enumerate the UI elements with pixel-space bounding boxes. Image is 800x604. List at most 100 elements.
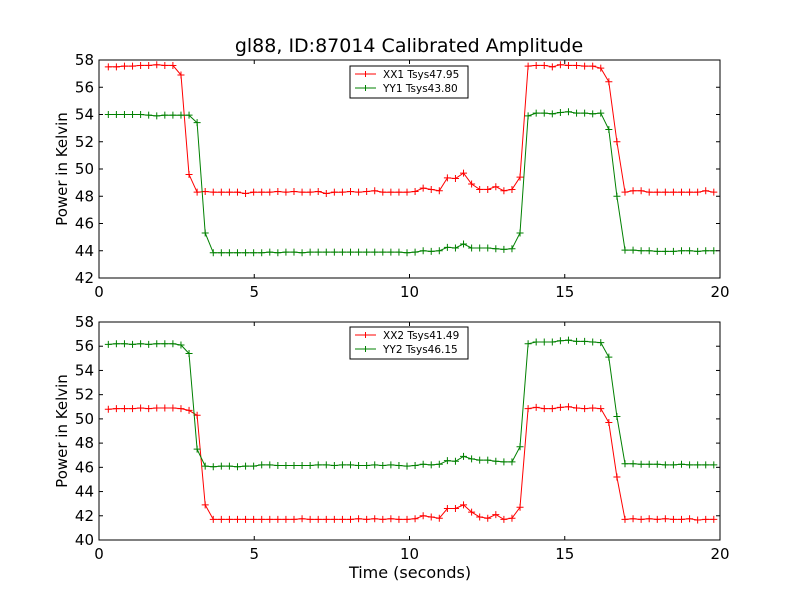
data-point [564, 336, 572, 344]
y-axis-label: Power in Kelvin [53, 374, 71, 488]
data-point [266, 248, 274, 256]
data-point [484, 244, 492, 252]
data-point [629, 246, 637, 254]
data-point [621, 515, 629, 523]
data-point [524, 340, 532, 348]
data-point [629, 187, 637, 195]
data-point [548, 338, 556, 346]
data-point [209, 463, 217, 471]
data-point [573, 109, 581, 117]
data-point [645, 188, 653, 196]
data-point [419, 247, 427, 255]
data-point [347, 248, 355, 256]
data-point [669, 515, 677, 523]
data-point [266, 461, 274, 469]
data-point [250, 462, 258, 470]
data-point [363, 248, 371, 256]
data-point [193, 188, 201, 196]
legend-label: YY1 Tsys43.80 [382, 83, 458, 95]
data-point [379, 248, 387, 256]
data-point [282, 188, 290, 196]
data-point [516, 503, 524, 511]
legend-marker [362, 332, 369, 338]
data-point [137, 61, 145, 69]
data-point [129, 62, 137, 70]
data-point [290, 187, 298, 195]
data-point [645, 247, 653, 255]
data-point [524, 112, 532, 120]
data-point [338, 248, 346, 256]
data-point [355, 188, 363, 196]
data-point [573, 404, 581, 412]
data-point [419, 512, 427, 520]
data-point [395, 515, 403, 523]
data-point [451, 505, 459, 513]
data-point [581, 405, 589, 413]
data-point [258, 188, 266, 196]
data-point [476, 513, 484, 521]
data-point [468, 455, 476, 463]
data-point [233, 188, 241, 196]
x-tick-label: 5 [249, 545, 259, 563]
data-point [129, 405, 137, 413]
data-point [137, 111, 145, 118]
data-point [605, 125, 613, 133]
data-point [710, 515, 718, 523]
data-point [484, 514, 492, 522]
data-point [395, 248, 403, 256]
data-point [669, 247, 677, 255]
data-point [314, 515, 322, 523]
data-point [338, 461, 346, 469]
data-point [476, 185, 484, 193]
data-point [363, 187, 371, 195]
data-point [314, 248, 322, 256]
data-point [443, 505, 451, 513]
series-line-2-1 [108, 406, 714, 521]
data-point [581, 337, 589, 345]
data-point [274, 187, 282, 195]
data-point [548, 405, 556, 413]
data-point [435, 514, 443, 522]
y-tick-label: 46 [75, 458, 94, 476]
data-point [589, 110, 597, 118]
data-point [653, 188, 661, 196]
data-point [298, 462, 306, 470]
data-point [605, 353, 613, 361]
data-point [605, 78, 613, 86]
data-point [185, 349, 193, 357]
data-point [193, 445, 201, 453]
data-point [411, 248, 419, 256]
data-point [532, 109, 540, 117]
data-point [290, 462, 298, 470]
data-point [250, 188, 258, 196]
data-point [589, 338, 597, 346]
data-point [104, 63, 112, 71]
data-point [371, 248, 379, 256]
y-tick-label: 52 [75, 386, 94, 404]
data-point [314, 187, 322, 195]
data-point [185, 170, 193, 178]
y-tick-label: 46 [75, 215, 94, 233]
data-point [233, 463, 241, 471]
y-tick-label: 56 [75, 337, 94, 355]
data-point [516, 173, 524, 181]
data-point [242, 249, 250, 257]
data-point [225, 249, 233, 257]
legend-label: XX1 Tsys47.95 [383, 69, 459, 81]
data-point [589, 404, 597, 412]
data-point [387, 248, 395, 256]
data-point [282, 462, 290, 470]
data-point [145, 405, 153, 413]
data-point [266, 515, 274, 523]
data-point [145, 61, 153, 69]
data-point [177, 71, 185, 79]
data-point [669, 461, 677, 469]
data-point [581, 62, 589, 70]
data-point [508, 514, 516, 522]
data-point [524, 62, 532, 70]
data-point [573, 337, 581, 345]
data-point [371, 515, 379, 523]
data-point [613, 473, 621, 481]
